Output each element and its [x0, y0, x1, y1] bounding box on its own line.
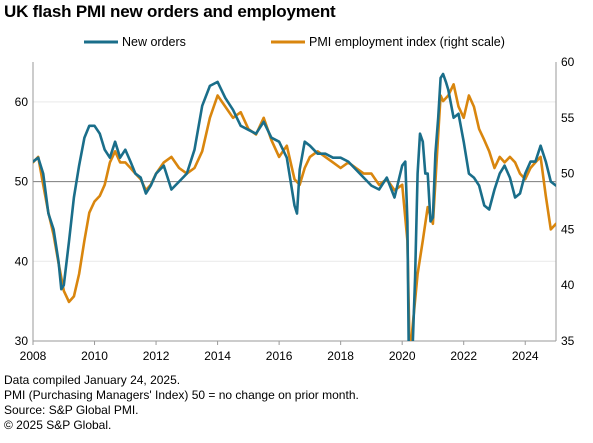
legend-employment-label: PMI employment index (right scale)	[309, 35, 505, 49]
x-tick-label: 2012	[143, 349, 170, 363]
x-tick-label: 2018	[327, 349, 354, 363]
x-tick-label: 2016	[266, 349, 293, 363]
y-right-tick-label: 35	[561, 334, 575, 348]
series-lines	[33, 72, 556, 341]
page-title: UK flash PMI new orders and employment	[4, 2, 336, 21]
series-line-new-orders	[33, 72, 556, 341]
legend-new-orders-label: New orders	[122, 35, 186, 49]
x-tick-label: 2008	[20, 349, 47, 363]
footnote-compiled: Data compiled January 24, 2025.	[4, 373, 181, 387]
y-left-tick-label: 40	[15, 254, 29, 268]
y-right-tick-label: 50	[561, 167, 575, 181]
x-tick-label: 2020	[389, 349, 416, 363]
y-left-tick-label: 60	[15, 95, 29, 109]
series-line-employment	[33, 83, 556, 341]
x-tick-label: 2014	[204, 349, 231, 363]
gridlines	[33, 101, 556, 342]
footnote-definition: PMI (Purchasing Managers' Index) 50 = no…	[4, 388, 359, 402]
legend: New orders PMI employment index (right sc…	[84, 35, 505, 49]
y-right-tick-label: 45	[561, 222, 575, 236]
footnote-source: Source: S&P Global PMI.	[4, 403, 139, 417]
y-left-tick-label: 30	[15, 334, 29, 348]
footnote-copyright: © 2025 S&P Global.	[4, 418, 112, 432]
y-right-tick-label: 55	[561, 111, 575, 125]
y-left-tick-label: 50	[15, 175, 29, 189]
axes: 30 40 50 60 35 40 45 50 55 60 2008 2010 2012 2014 2016…	[15, 55, 575, 363]
y-right-tick-label: 60	[561, 55, 575, 69]
x-tick-label: 2022	[450, 349, 477, 363]
y-right-tick-label: 40	[561, 278, 575, 292]
x-tick-label: 2024	[512, 349, 539, 363]
x-tick-label: 2010	[81, 349, 108, 363]
